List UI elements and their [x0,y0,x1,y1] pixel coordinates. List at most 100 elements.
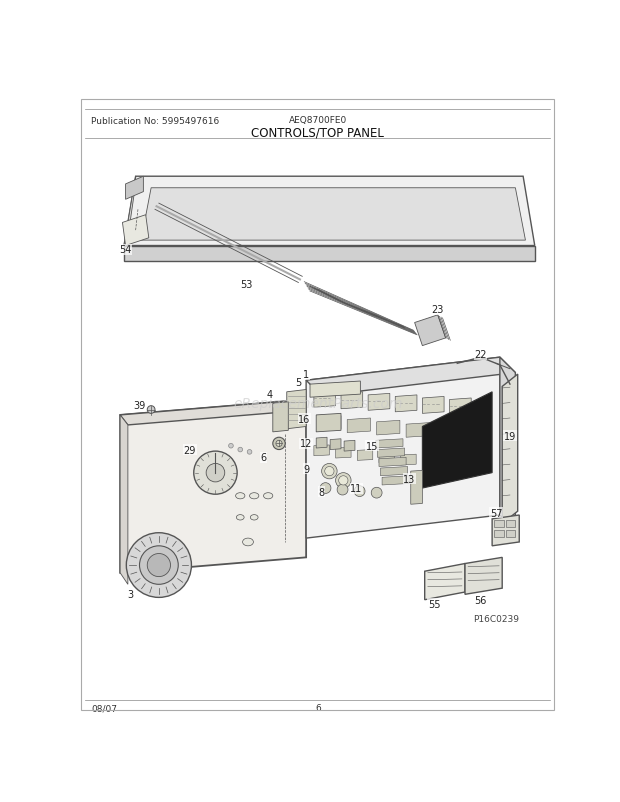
Circle shape [322,464,337,480]
Circle shape [229,444,233,448]
Circle shape [337,484,348,496]
Text: 8: 8 [319,488,325,497]
Ellipse shape [249,493,259,499]
Polygon shape [415,315,446,346]
Polygon shape [381,467,408,476]
Polygon shape [502,375,518,524]
Text: Publication No: 5995497616: Publication No: 5995497616 [92,116,219,125]
Polygon shape [401,455,416,465]
Polygon shape [120,400,314,425]
Circle shape [148,406,155,414]
Circle shape [247,450,252,455]
Ellipse shape [250,515,258,520]
Text: AEQ8700FE0: AEQ8700FE0 [289,116,347,125]
Circle shape [325,467,334,476]
Bar [495,520,503,528]
Polygon shape [379,458,406,467]
Polygon shape [466,461,481,472]
Circle shape [371,488,382,499]
Polygon shape [422,457,438,468]
Circle shape [335,473,351,488]
Text: 15: 15 [366,441,378,452]
Polygon shape [465,557,502,594]
Text: 54: 54 [120,245,131,255]
Text: 4: 4 [267,390,273,399]
Bar [506,530,515,537]
Polygon shape [435,425,459,440]
Text: 29: 29 [184,445,196,455]
Polygon shape [120,400,306,573]
Text: 39: 39 [133,400,146,411]
Ellipse shape [242,538,254,546]
Polygon shape [317,416,341,431]
Text: 3: 3 [127,589,133,600]
Polygon shape [286,390,306,429]
Text: 9: 9 [303,464,309,474]
Polygon shape [492,516,520,546]
Polygon shape [422,392,492,488]
Polygon shape [124,177,136,254]
Text: 11: 11 [350,484,363,493]
Polygon shape [357,450,373,461]
Polygon shape [335,448,351,459]
Circle shape [354,486,365,497]
Circle shape [148,554,171,577]
Polygon shape [273,403,288,432]
Text: P16C0239: P16C0239 [472,614,519,624]
Circle shape [140,546,179,585]
Text: 6: 6 [315,703,321,712]
Bar [495,530,503,537]
Polygon shape [382,476,409,485]
Polygon shape [378,448,404,458]
Circle shape [238,448,242,452]
Polygon shape [450,399,471,415]
Text: CONTROLS/TOP PANEL: CONTROLS/TOP PANEL [251,127,384,140]
Polygon shape [330,439,341,450]
Ellipse shape [236,515,244,520]
Text: 6: 6 [260,452,267,463]
Polygon shape [124,177,534,246]
Polygon shape [379,452,394,463]
Polygon shape [500,358,515,531]
Polygon shape [123,216,149,246]
Polygon shape [396,395,417,412]
Polygon shape [306,358,515,396]
Text: 08/07: 08/07 [92,703,117,712]
Text: eReplacementParts.com: eReplacementParts.com [233,397,402,411]
Polygon shape [406,423,429,438]
Text: 12: 12 [300,439,312,449]
Bar [506,520,515,528]
Text: 55: 55 [428,599,440,609]
Polygon shape [306,358,500,538]
Polygon shape [314,445,329,456]
Text: 13: 13 [403,474,415,484]
Polygon shape [314,391,335,407]
Circle shape [339,476,348,485]
Ellipse shape [236,493,245,499]
Polygon shape [376,439,403,448]
Polygon shape [410,471,422,504]
Polygon shape [141,188,526,241]
Text: 53: 53 [241,280,252,290]
Circle shape [320,483,331,494]
Text: 5: 5 [295,377,301,387]
Polygon shape [344,441,355,452]
Text: 19: 19 [504,431,516,441]
Polygon shape [341,392,363,409]
Polygon shape [425,564,465,600]
Ellipse shape [264,493,273,499]
Circle shape [273,438,285,450]
Polygon shape [124,246,534,261]
Polygon shape [377,421,400,435]
Text: 16: 16 [298,415,311,424]
Text: 22: 22 [474,350,487,359]
Circle shape [126,533,192,597]
Text: 56: 56 [474,595,487,605]
Circle shape [276,441,282,447]
Text: 57: 57 [490,508,502,518]
Polygon shape [444,460,459,470]
Polygon shape [125,177,143,200]
Polygon shape [120,415,128,585]
Polygon shape [347,419,371,433]
Polygon shape [310,382,360,398]
